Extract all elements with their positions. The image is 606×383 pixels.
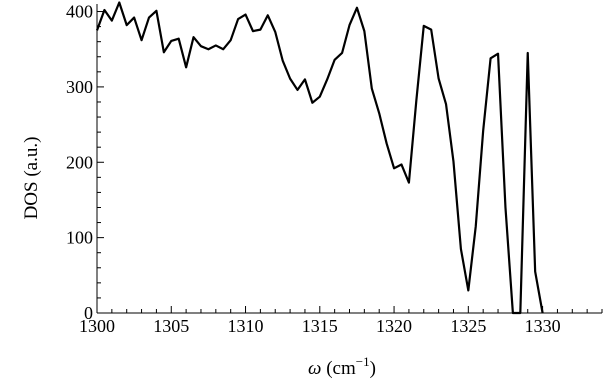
x-tick-label: 1300	[79, 316, 115, 336]
y-axis-title: DOS (a.u.)	[21, 137, 42, 220]
x-tick-label: 1330	[525, 316, 561, 336]
x-tick-label: 1315	[302, 316, 338, 336]
y-tick-label: 0	[84, 303, 93, 323]
x-tick-label: 1325	[450, 316, 486, 336]
y-tick-label: 300	[66, 77, 93, 97]
y-tick-label: 100	[66, 228, 93, 248]
x-tick-label: 1305	[153, 316, 189, 336]
x-axis-title: ω (cm−1)	[308, 354, 376, 379]
y-ticks: 0 100 200 300 400	[66, 2, 104, 323]
x-tick-label: 1310	[228, 316, 264, 336]
y-tick-label: 400	[66, 2, 93, 22]
x-ticks: 1300 1305 1310 1315 1320 1325 1330	[79, 306, 603, 336]
axes	[96, 4, 602, 314]
x-tick-label: 1320	[376, 316, 412, 336]
series-line	[95, 1, 544, 315]
y-tick-label: 200	[66, 152, 93, 172]
